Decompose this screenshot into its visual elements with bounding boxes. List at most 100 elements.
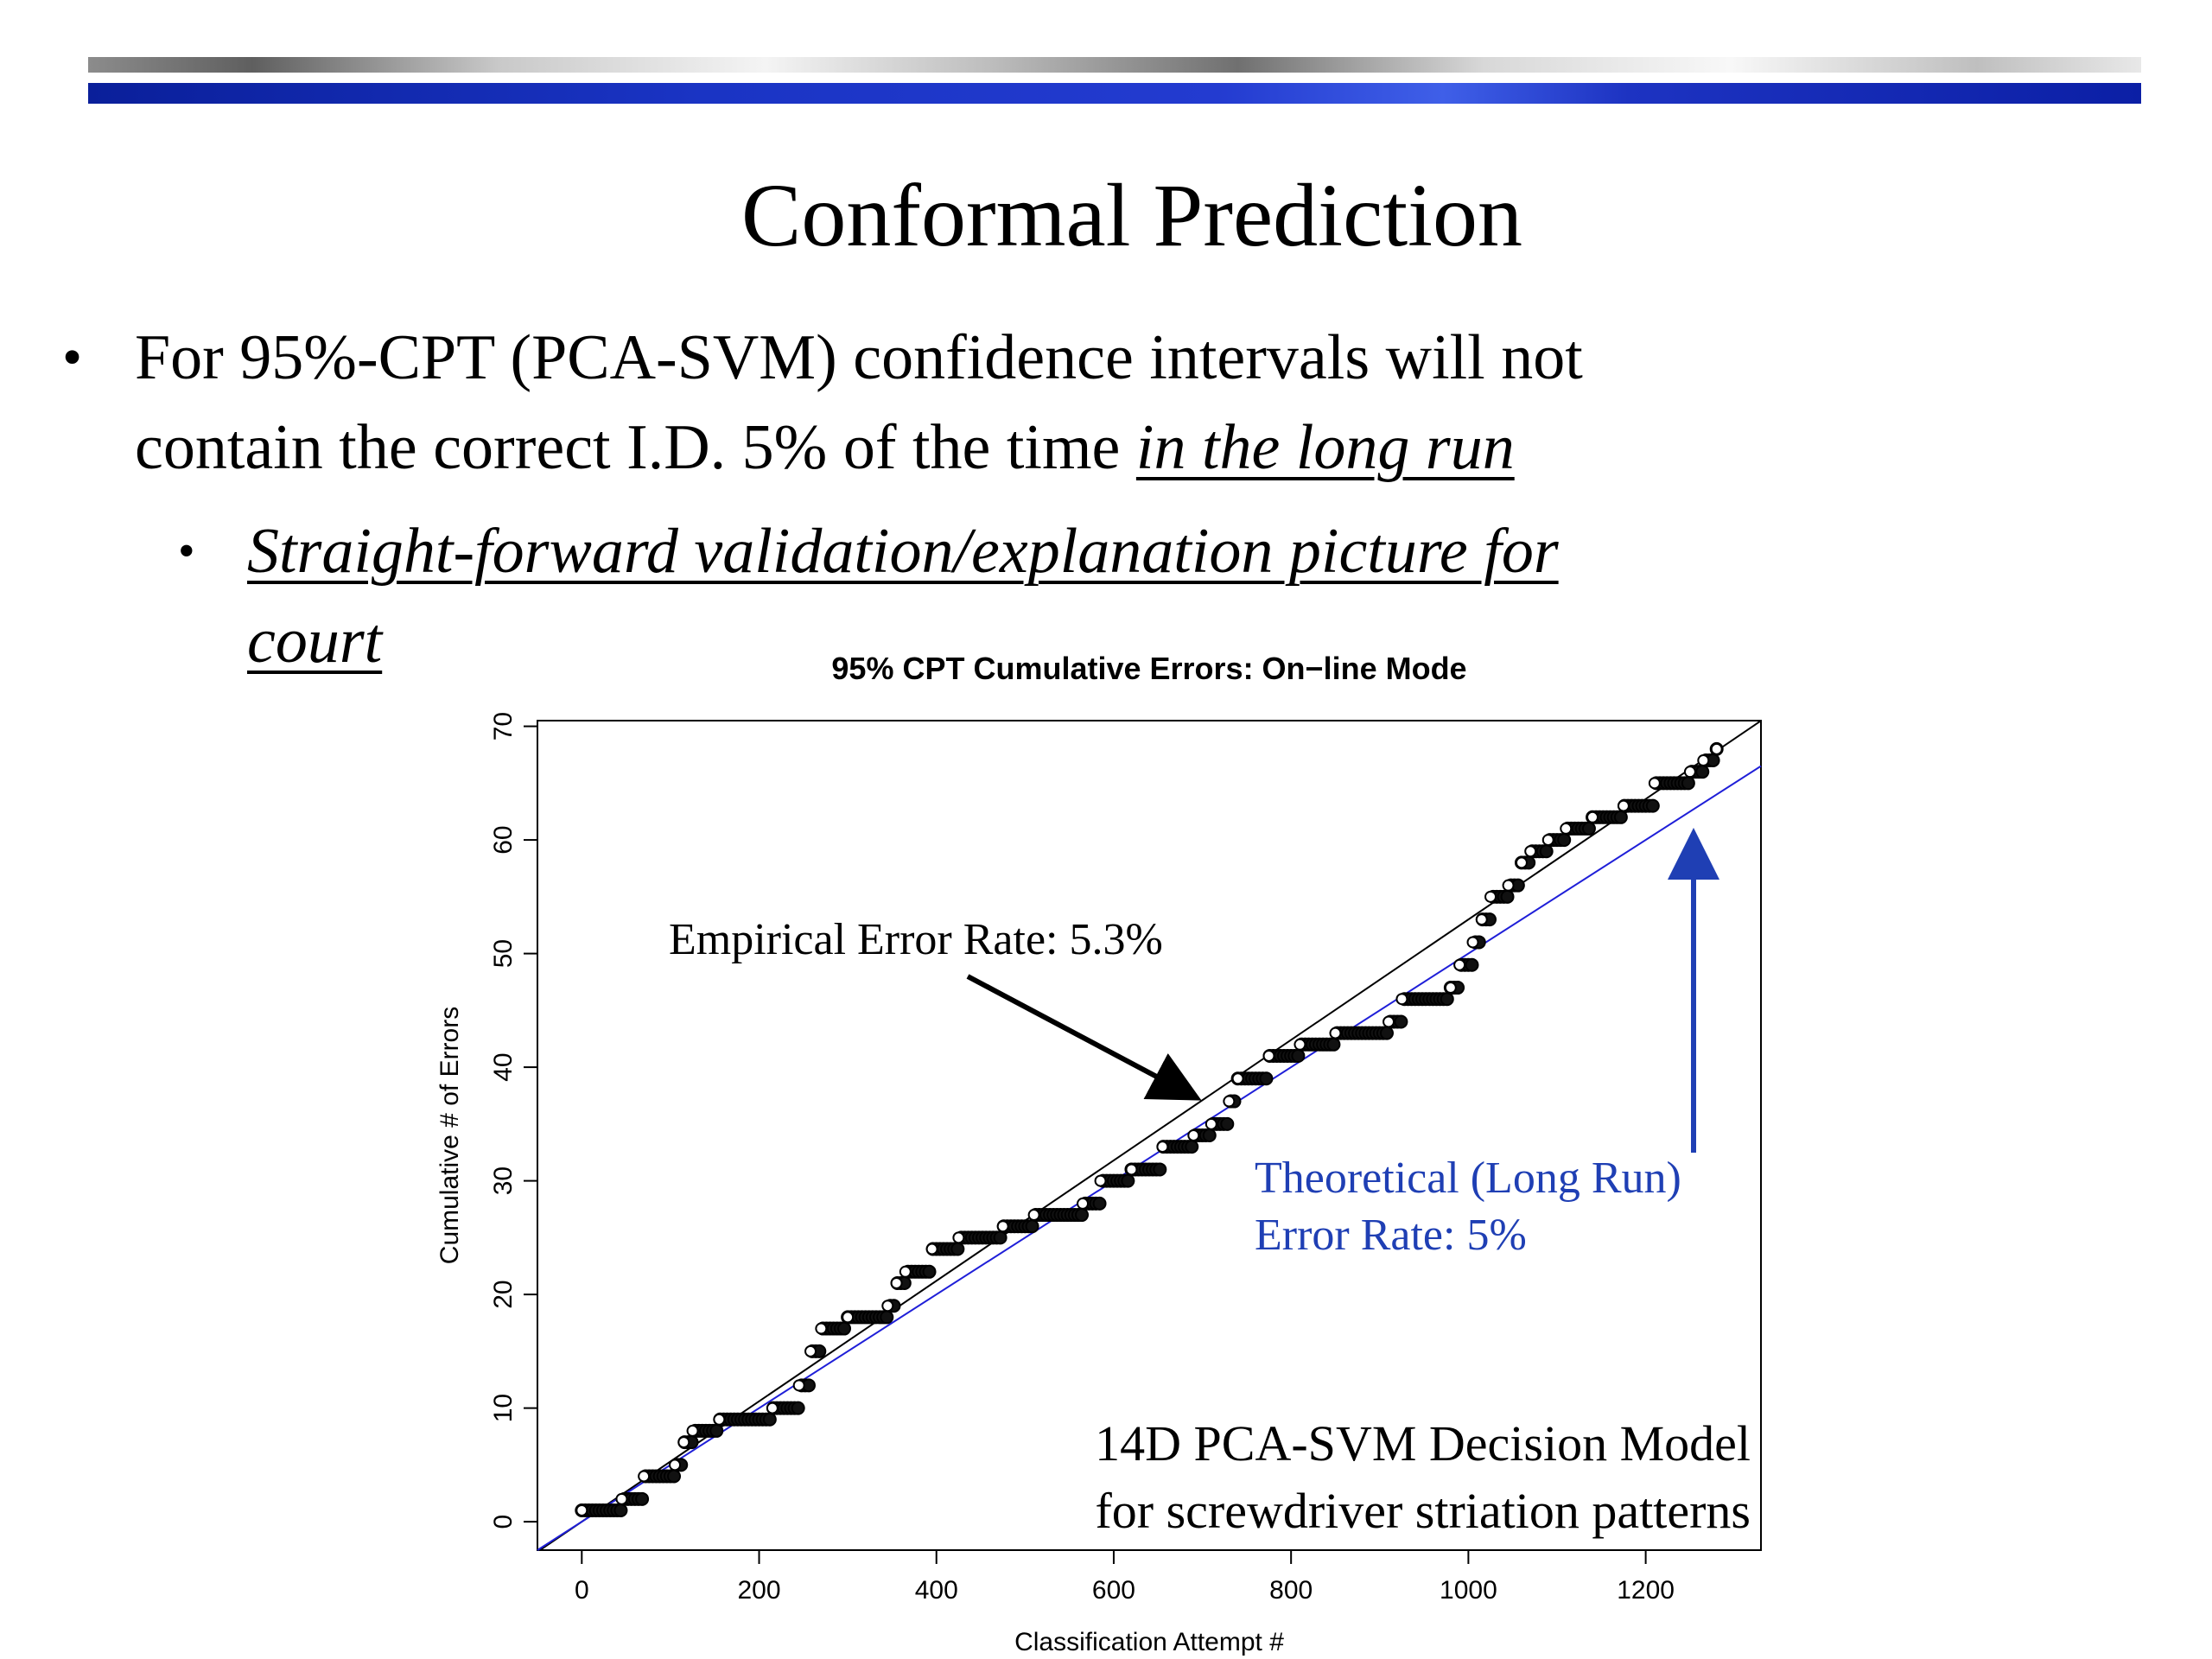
error-point <box>1394 1014 1408 1029</box>
error-point <box>667 1469 682 1484</box>
error-point <box>1153 1162 1167 1177</box>
error-jump-point <box>1617 799 1630 812</box>
model-annotation-2: for screwdriver striation patterns <box>1095 1483 1751 1539</box>
error-jump-point <box>1541 834 1554 847</box>
error-jump-point <box>1395 993 1408 1006</box>
error-jump-point <box>1453 958 1466 971</box>
y-tick-label: 30 <box>489 1166 518 1195</box>
error-jump-point <box>815 1322 828 1335</box>
error-point <box>613 1503 628 1517</box>
error-jump-point <box>1231 1072 1244 1085</box>
y-tick-label: 0 <box>489 1515 518 1529</box>
empirical-rate-line <box>539 720 1762 1551</box>
x-tick-label: 800 <box>1269 1576 1313 1605</box>
error-jump-point <box>686 1424 699 1437</box>
error-jump-point <box>1648 777 1661 790</box>
y-tick-label: 60 <box>489 825 518 854</box>
error-jump-point <box>996 1220 1009 1233</box>
x-tick-label: 200 <box>737 1576 780 1605</box>
error-jump-point <box>766 1402 779 1414</box>
x-axis: 0 200 400 600 800 1000 1200 <box>575 1549 1675 1605</box>
error-jump-point <box>1475 913 1488 926</box>
error-jump-point <box>1077 1197 1090 1210</box>
error-point <box>1557 833 1572 848</box>
error-jump-point <box>1205 1117 1217 1130</box>
y-axis-label: Cumulative # of Errors <box>435 1007 464 1264</box>
slide-title: Conformal Prediction <box>741 166 1523 265</box>
error-jump-point <box>1710 742 1723 755</box>
error-jump-point <box>842 1311 855 1324</box>
x-tick-label: 0 <box>575 1576 589 1605</box>
y-tick-label: 50 <box>489 939 518 968</box>
error-point <box>950 1242 965 1256</box>
bullet-2-glyph: • <box>178 524 195 578</box>
bullet-2-line-2: court <box>247 606 383 677</box>
error-jump-point <box>804 1344 817 1357</box>
error-jump-point <box>1329 1027 1342 1039</box>
header-blue-bar <box>88 83 2141 104</box>
error-point <box>1025 1219 1039 1234</box>
error-point <box>1500 889 1515 904</box>
error-jump-point <box>1125 1163 1138 1176</box>
error-point <box>1581 821 1596 836</box>
error-jump-point <box>1382 1015 1395 1028</box>
error-point <box>1695 765 1710 779</box>
error-point <box>635 1491 650 1506</box>
error-point <box>1326 1037 1341 1052</box>
bullet-2-line-1: Straight-forward validation/explanation … <box>247 516 1559 587</box>
error-point <box>1465 957 1479 972</box>
error-jump-point <box>677 1436 690 1449</box>
error-point <box>1681 776 1695 791</box>
error-jump-point <box>1223 1095 1236 1108</box>
theoretical-annotation-1: Theoretical (Long Run) <box>1255 1154 1681 1203</box>
error-point <box>1259 1071 1274 1086</box>
bullet-1-line-1: For 95%-CPT (PCA-SVM) confidence interva… <box>135 322 1583 393</box>
y-axis: 0 10 20 30 40 50 60 70 <box>489 712 538 1529</box>
empirical-annotation: Empirical Error Rate: 5.3% <box>669 915 1163 964</box>
error-jump-point <box>1262 1049 1275 1062</box>
x-axis-label: Classification Attempt # <box>1014 1628 1284 1656</box>
theoretical-annotation-2: Error Rate: 5% <box>1255 1211 1527 1260</box>
error-point <box>1645 798 1660 813</box>
error-jump-point <box>1697 754 1710 767</box>
error-point <box>1121 1173 1135 1188</box>
error-jump-point <box>615 1492 628 1505</box>
error-point <box>1075 1208 1090 1223</box>
error-point <box>993 1230 1007 1245</box>
error-point <box>837 1321 852 1336</box>
chart-title: 95% CPT Cumulative Errors: On−line Mode <box>831 651 1466 686</box>
error-jump-point <box>1524 845 1537 858</box>
model-annotation-1: 14D PCA-SVM Decision Model <box>1095 1415 1751 1471</box>
error-jump-point <box>1187 1129 1200 1141</box>
y-tick-label: 20 <box>489 1280 518 1308</box>
header-gray-bar <box>88 57 2141 73</box>
error-point <box>880 1310 894 1325</box>
y-tick-label: 10 <box>489 1394 518 1422</box>
error-point <box>791 1401 805 1415</box>
error-jump-point <box>1027 1209 1040 1222</box>
error-jump-point <box>952 1231 965 1244</box>
error-jump-point <box>792 1379 805 1392</box>
x-tick-label: 1200 <box>1617 1576 1675 1605</box>
bullet-1-line-2-text: contain the correct I.D. 5% of the time <box>135 412 1136 483</box>
error-jump-point <box>669 1459 682 1471</box>
error-jump-point <box>1444 982 1457 995</box>
empirical-arrow <box>966 974 1202 1101</box>
x-tick-label: 400 <box>915 1576 958 1605</box>
error-point <box>922 1264 937 1279</box>
error-point <box>1092 1196 1107 1211</box>
error-jump-point <box>1156 1141 1169 1154</box>
error-jump-point <box>1560 822 1573 835</box>
error-point <box>1539 844 1554 859</box>
y-tick-label: 70 <box>489 712 518 741</box>
x-tick-label: 600 <box>1092 1576 1135 1605</box>
error-point <box>1613 810 1628 824</box>
error-point <box>1185 1140 1199 1154</box>
y-tick-label: 40 <box>489 1052 518 1081</box>
x-tick-label: 1000 <box>1440 1576 1497 1605</box>
error-jump-point <box>1515 856 1528 869</box>
error-jump-point <box>1094 1174 1107 1187</box>
bullet-1-emphasis: in the long run <box>1135 412 1515 483</box>
error-points <box>575 741 1724 1517</box>
